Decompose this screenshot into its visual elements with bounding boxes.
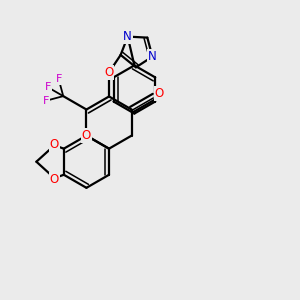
Text: N: N xyxy=(148,50,157,63)
Text: F: F xyxy=(56,74,62,84)
Text: O: O xyxy=(50,172,59,186)
Text: O: O xyxy=(104,66,114,79)
Text: N: N xyxy=(123,30,132,43)
Text: F: F xyxy=(45,82,51,92)
Text: O: O xyxy=(50,138,59,151)
Text: O: O xyxy=(82,129,91,142)
Text: F: F xyxy=(43,96,50,106)
Text: O: O xyxy=(155,87,164,100)
